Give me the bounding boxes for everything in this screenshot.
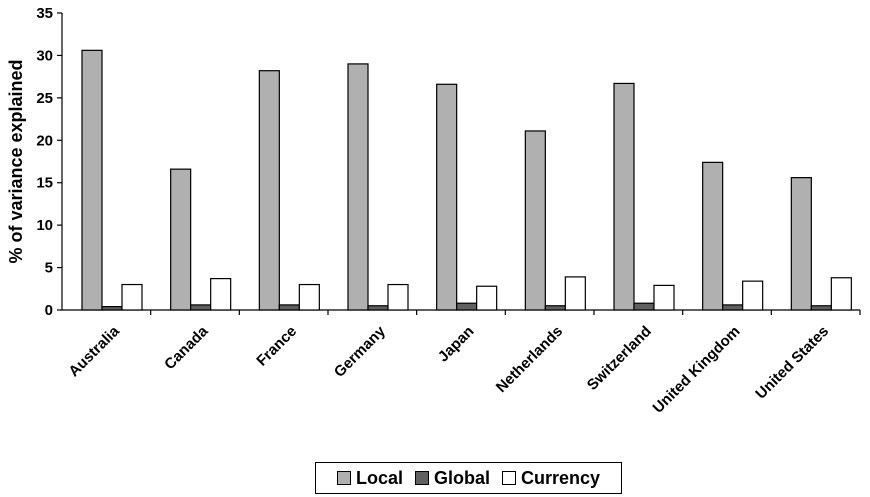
bar-chart: 0 5 10 15 20 25 30 35 % of variance explained Aus… bbox=[6, 5, 861, 417]
bar-currency bbox=[742, 280, 764, 311]
x-tick-label: Netherlands bbox=[493, 323, 566, 396]
bar-global bbox=[367, 305, 389, 311]
x-tick-label: France bbox=[253, 323, 300, 370]
bar-local bbox=[347, 63, 369, 311]
y-tick-label: 5 bbox=[45, 260, 53, 277]
bar-currency bbox=[121, 283, 143, 311]
x-tick-label: United States bbox=[752, 323, 832, 403]
bar-local bbox=[258, 70, 280, 311]
bar-currency bbox=[476, 285, 498, 311]
bar-local bbox=[436, 83, 458, 311]
bar-global bbox=[190, 304, 212, 311]
x-tick-label: Japan bbox=[435, 323, 478, 366]
bar-currency bbox=[653, 284, 675, 311]
x-tick-label: Australia bbox=[65, 322, 123, 380]
legend-label-local: Local bbox=[355, 467, 403, 488]
chart-legend: Local Global Currency bbox=[315, 462, 622, 494]
y-tick-label: 20 bbox=[36, 132, 53, 149]
bar-local bbox=[170, 168, 192, 311]
legend-swatch-currency bbox=[502, 471, 516, 485]
bar-local bbox=[702, 161, 724, 311]
y-tick-label: 15 bbox=[36, 175, 53, 192]
bar-local bbox=[613, 82, 635, 311]
x-tick-label: Canada bbox=[161, 322, 212, 373]
y-tick-label: 30 bbox=[36, 47, 53, 64]
legend-item-currency: Currency bbox=[502, 468, 600, 489]
bar-local bbox=[81, 49, 103, 311]
legend-label-currency: Currency bbox=[521, 467, 601, 488]
legend-label-global: Global bbox=[433, 467, 490, 488]
x-tick-label: Germany bbox=[331, 322, 389, 380]
y-tick-label: 25 bbox=[36, 90, 53, 107]
y-axis-title: % of variance explained bbox=[6, 59, 26, 263]
legend-item-local: Local bbox=[336, 467, 403, 489]
bar-global bbox=[633, 302, 655, 311]
x-tick-label: Switzerland bbox=[584, 323, 655, 394]
legend-item-global: Global bbox=[414, 467, 490, 489]
bar-global bbox=[456, 302, 478, 311]
bar-global bbox=[810, 305, 832, 311]
bar-local bbox=[524, 130, 546, 311]
bar-currency bbox=[298, 283, 320, 311]
bar-currency bbox=[564, 276, 586, 311]
y-tick-label: 10 bbox=[36, 217, 53, 234]
x-tick-label: United Kingdom bbox=[650, 323, 744, 417]
bar-global bbox=[278, 304, 300, 311]
y-tick-label: 0 bbox=[45, 302, 53, 319]
legend-swatch-global bbox=[414, 471, 429, 485]
y-tick-label: 35 bbox=[36, 5, 53, 22]
bar-global bbox=[544, 305, 566, 311]
legend-swatch-local bbox=[336, 471, 351, 485]
bar-currency bbox=[830, 277, 852, 311]
bar-currency bbox=[387, 283, 409, 311]
bar-local bbox=[790, 177, 812, 311]
bar-global bbox=[101, 306, 123, 311]
bar-global bbox=[722, 304, 744, 311]
bar-currency bbox=[210, 278, 232, 311]
